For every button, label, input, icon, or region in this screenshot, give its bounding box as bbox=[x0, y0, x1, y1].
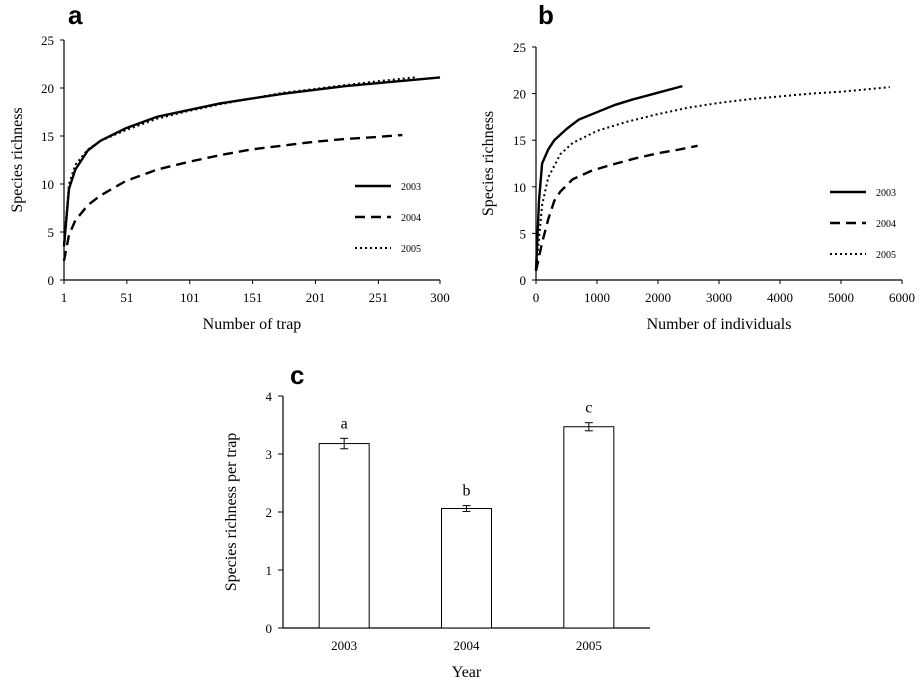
y-tick-label: 20 bbox=[513, 87, 526, 102]
y-tick-label: 1 bbox=[266, 563, 273, 578]
legend-label-2004: 2004 bbox=[876, 219, 896, 230]
x-tick-label: 201 bbox=[306, 290, 326, 305]
x-axis-title: Year bbox=[452, 664, 482, 681]
legend-label-2005: 2005 bbox=[401, 244, 421, 255]
series-line-2005 bbox=[535, 86, 890, 271]
x-tick-label: 6000 bbox=[889, 290, 915, 305]
panel-letter: a bbox=[68, 0, 83, 30]
series-line-2003 bbox=[534, 84, 683, 271]
y-axis-title: Species richness per trap bbox=[223, 433, 240, 592]
x-tick-label: 0 bbox=[533, 290, 540, 305]
significance-letter-2003: a bbox=[341, 415, 348, 432]
y-tick-label: 10 bbox=[41, 177, 54, 192]
series-line-2005 bbox=[63, 76, 415, 244]
bar-2004 bbox=[441, 508, 492, 629]
y-tick-label: 4 bbox=[266, 389, 273, 404]
y-tick-label: 2 bbox=[266, 505, 273, 520]
x-tick-label: 1000 bbox=[584, 290, 610, 305]
x-tick-label: 251 bbox=[369, 290, 389, 305]
legend-label-2003: 2003 bbox=[401, 182, 421, 193]
y-tick-label: 15 bbox=[513, 133, 526, 148]
series-line-2004 bbox=[62, 133, 403, 262]
legend-label-2004: 2004 bbox=[401, 213, 421, 224]
x-tick-label: 2000 bbox=[645, 290, 671, 305]
panel-letter: b bbox=[538, 0, 554, 30]
panel-b: b 0 5 10 15 20 25 0 1000 2000 3000 4000 5000 6000 Numb… bbox=[480, 0, 915, 333]
significance-letter-2005: c bbox=[585, 400, 592, 417]
x-tick-label: 5000 bbox=[828, 290, 854, 305]
y-axis-title: Species richness bbox=[9, 107, 26, 212]
panel-c: c 0 1 2 3 4 a 2003 b 2004 c 2005 Year Species richnes… bbox=[223, 360, 650, 681]
series-line-2004 bbox=[534, 144, 698, 271]
bar-2005 bbox=[563, 426, 615, 629]
x-tick-label: 2004 bbox=[454, 638, 481, 653]
y-tick-label: 3 bbox=[266, 447, 273, 462]
x-tick-label: 3000 bbox=[706, 290, 732, 305]
y-tick-label: 0 bbox=[520, 273, 527, 288]
y-tick-label: 20 bbox=[41, 81, 54, 96]
x-tick-label: 51 bbox=[120, 290, 133, 305]
x-tick-label: 300 bbox=[430, 290, 450, 305]
y-tick-label: 5 bbox=[520, 226, 527, 241]
y-tick-label: 25 bbox=[513, 40, 526, 55]
x-tick-label: 1 bbox=[61, 290, 68, 305]
x-tick-label: 2003 bbox=[331, 638, 357, 653]
y-axis-title: Species richness bbox=[480, 111, 497, 216]
panel-letter: c bbox=[290, 360, 304, 390]
legend-label-2003: 2003 bbox=[876, 188, 896, 199]
x-tick-label: 151 bbox=[243, 290, 263, 305]
x-tick-label: 4000 bbox=[767, 290, 793, 305]
x-axis-title: Number of individuals bbox=[647, 316, 792, 333]
y-tick-label: 0 bbox=[48, 273, 55, 288]
significance-letter-2004: b bbox=[463, 483, 471, 500]
bar-2003 bbox=[318, 443, 370, 629]
y-tick-label: 15 bbox=[41, 129, 54, 144]
x-tick-label: 2005 bbox=[576, 638, 602, 653]
legend-label-2005: 2005 bbox=[876, 250, 896, 261]
y-tick-label: 0 bbox=[266, 621, 273, 636]
y-tick-label: 10 bbox=[513, 180, 526, 195]
x-tick-label: 101 bbox=[180, 290, 200, 305]
y-tick-label: 5 bbox=[48, 225, 55, 240]
y-tick-label: 25 bbox=[41, 33, 54, 48]
x-axis-title: Number of trap bbox=[203, 316, 302, 333]
series-line-2003 bbox=[62, 76, 441, 247]
